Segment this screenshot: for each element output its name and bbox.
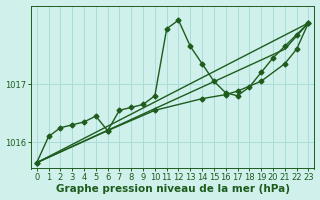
X-axis label: Graphe pression niveau de la mer (hPa): Graphe pression niveau de la mer (hPa) [56, 184, 290, 194]
